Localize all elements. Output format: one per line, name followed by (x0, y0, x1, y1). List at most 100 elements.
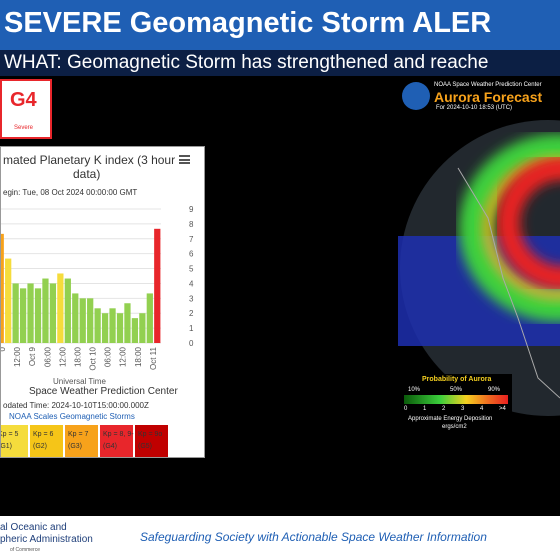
subtitle-bar: WHAT: Geomagnetic Storm has strengthened… (0, 50, 560, 76)
bar (87, 298, 94, 343)
bar (109, 308, 116, 343)
x-axis-label: Universal Time (53, 377, 106, 386)
agency-line: of Commerce (10, 547, 41, 553)
bar (12, 283, 19, 343)
scale-cell: Kp = 9o (G5) (135, 425, 169, 457)
aurora-oval (496, 156, 560, 290)
x-tick-label: 0 (1, 346, 7, 351)
bar (27, 283, 34, 343)
scale-g: (G1) (0, 443, 12, 450)
badge-label: Severe (14, 125, 34, 131)
scale-kp: Kp = 5 (0, 431, 19, 438)
scale-row: Kp = 5 (G1) Kp = 6 (G2) Kp = 7 (G3) Kp = 8, 9-… (0, 425, 204, 457)
agency-line: pheric Administration (0, 534, 93, 545)
bar (1, 233, 4, 343)
x-tick-label: 06:00 (104, 346, 113, 367)
x-tick-label: 06:00 (43, 346, 52, 367)
bar (42, 278, 49, 343)
bar (154, 228, 161, 343)
bar (124, 303, 131, 343)
agency-line: al Oceanic and (0, 522, 67, 533)
y-tick-label: 8 (189, 220, 194, 229)
bar (116, 313, 124, 343)
bar (34, 288, 42, 343)
bar (94, 308, 101, 343)
credit: Space Weather Prediction Center (29, 386, 178, 397)
y-tick-label: 0 (189, 339, 194, 348)
scale-cell: Kp = 7 (G3) (65, 425, 99, 457)
x-tick-label: 12:00 (119, 346, 128, 367)
aurora-oval (459, 134, 560, 322)
scale-g: (G3) (68, 443, 82, 450)
scale-kp: Kp = 7 (68, 431, 89, 438)
x-tick-label: 18:00 (134, 346, 143, 367)
scales-link[interactable]: NOAA Scales Geomagnetic Storms (9, 412, 135, 421)
energy-tick: 0 (404, 406, 408, 412)
bar (146, 293, 153, 343)
prob-label: 50% (450, 387, 463, 393)
scale-cell: Kp = 6 (G2) (30, 425, 64, 457)
x-tick-label: 18:00 (73, 346, 82, 367)
scale-cell: Kp = 5 (G1) (0, 425, 29, 457)
prob-label: 10% (408, 387, 421, 393)
subtitle: WHAT: Geomagnetic Storm has strengthened… (4, 52, 489, 73)
bar (19, 288, 27, 343)
x-tick-label: 12:00 (13, 346, 22, 367)
menu-icon[interactable] (179, 155, 190, 164)
aurora-panel: NOAA Space Weather Prediction Center Aur… (398, 78, 560, 440)
coastline (457, 167, 560, 399)
scale-cell: Kp = 8, 9- (G4) (100, 425, 134, 457)
prob-label: 90% (488, 387, 501, 393)
x-tick-label: Oct 10 (89, 346, 98, 370)
bar (5, 258, 12, 343)
x-tick-label: Oct 9 (28, 346, 37, 366)
kp-title: data) (73, 167, 101, 181)
kp-chart: 0 1 2 3 4 5 6 7 8 9 0 12:00 Oct 9 06:00 12:00 18:00 Oct … (1, 205, 194, 371)
energy-ticks: 0 1 2 3 4 >4 (404, 406, 512, 414)
energy-tick: 4 (480, 406, 484, 412)
kp-panel: mated Planetary K index (3 hour data) eg… (0, 146, 205, 458)
legend-title: Probability of Aurora (422, 376, 492, 383)
aurora-legend: Probability of Aurora 10% 50% 90% 0 1 2 3 4 >… (404, 374, 512, 436)
bar (139, 313, 146, 343)
kp-title: mated Planetary K index (3 hour (3, 153, 176, 167)
footer: al Oceanic and pheric Administration of … (0, 516, 560, 560)
bar (131, 318, 139, 343)
bar (49, 283, 57, 343)
bar (57, 273, 64, 343)
scale-kp: Kp = 8, 9- (103, 431, 134, 438)
bar (79, 298, 86, 343)
energy-label: Approximate Energy Deposition (408, 416, 493, 422)
scale-g: (G5) (138, 443, 152, 450)
banner-title: SEVERE Geomagnetic Storm ALER (4, 7, 492, 39)
aurora-time: For 2024-10-10 18:53 (UTC) (436, 105, 513, 111)
colorbar (404, 395, 508, 404)
y-tick-label: 7 (189, 235, 194, 244)
scale-kp: Kp = 6 (33, 431, 54, 438)
energy-tick: >4 (499, 406, 506, 412)
aurora-agency: NOAA Space Weather Prediction Center (434, 82, 542, 88)
y-tick-label: 1 (189, 324, 194, 333)
tagline: Safeguarding Society with Actionable Spa… (140, 530, 487, 544)
aurora-title: Aurora Forecast (434, 89, 543, 105)
kp-begin: egin: Tue, 08 Oct 2024 00:00:00 GMT (3, 188, 138, 197)
scale-g: (G2) (33, 443, 47, 450)
banner: SEVERE Geomagnetic Storm ALER (0, 0, 560, 50)
badge: G4 Severe (0, 79, 52, 139)
scale-g: (G4) (103, 443, 117, 450)
scale-kp: Kp = 9o (138, 431, 163, 438)
x-tick-label: Oct 11 (149, 346, 158, 370)
bar (72, 293, 79, 343)
y-tick-label: 3 (189, 294, 194, 303)
y-tick-label: 6 (189, 250, 194, 259)
bar (101, 313, 109, 343)
updated: odated Time: 2024-10-10T15:00:00.000Z (3, 401, 149, 410)
energy-unit: ergs/cm2 (442, 424, 467, 430)
energy-tick: 3 (461, 406, 465, 412)
energy-tick: 1 (423, 406, 427, 412)
x-tick-label: 12:00 (58, 346, 67, 367)
y-tick-label: 4 (189, 279, 194, 288)
noaa-logo (402, 82, 430, 110)
badge-level: G4 (10, 89, 37, 111)
